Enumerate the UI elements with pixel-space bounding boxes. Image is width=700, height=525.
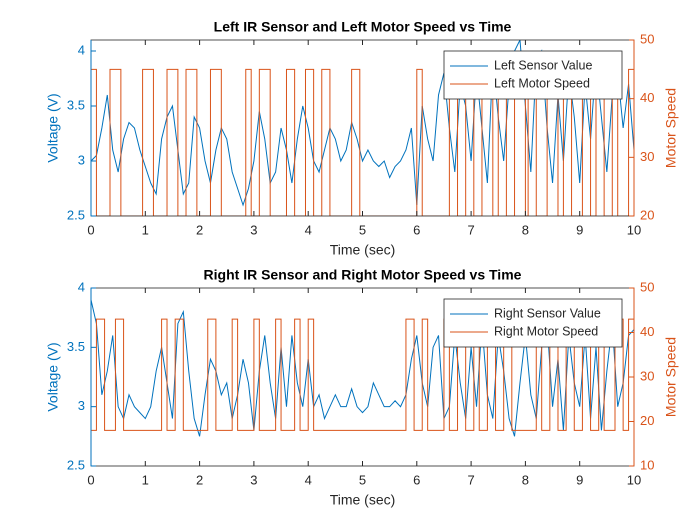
x-tick-label: 2 [196,222,203,237]
y-tick-label: 2.5 [67,207,85,222]
y2-axis-label: Motor Speed [663,88,679,168]
legend-box [443,298,623,348]
y-tick-label: 3.5 [67,97,85,112]
x-tick-label: 7 [467,472,474,487]
x-tick-label: 3 [250,222,257,237]
y2-tick-label: 40 [640,90,654,105]
x-tick-label: 0 [87,472,94,487]
y2-tick-label: 50 [640,31,654,46]
y-axis-label: Voltage (V) [45,342,61,411]
x-tick-label: 7 [467,222,474,237]
x-tick-label: 3 [250,472,257,487]
x-tick-label: 8 [522,222,529,237]
legend-box [443,50,623,100]
x-tick-label: 5 [359,472,366,487]
axes: 0 1 2 3 4 5 6 7 8 9 10 2.5 3 3.5 4 20 30 40 50 Left IR Sens… [45,19,679,258]
legend: Right Sensor Value Right Motor Speed [443,298,623,348]
x-tick-label: 1 [142,472,149,487]
x-tick-label: 4 [305,222,312,237]
x-tick-label: 2 [196,472,203,487]
y2-tick-label: 20 [640,207,654,222]
y-tick-label: 4 [78,42,85,57]
y-tick-label: 4 [78,279,85,294]
x-tick-label: 10 [627,472,641,487]
legend: Left Sensor Value Left Motor Speed [443,50,623,100]
y2-tick-label: 40 [640,324,654,339]
x-axis-label: Time (sec) [330,242,396,258]
x-tick-label: 1 [142,222,149,237]
legend-label: Right Motor Speed [494,324,598,338]
y-axis-label: Voltage (V) [45,93,61,162]
x-tick-label: 9 [576,472,583,487]
x-tick-label: 0 [87,222,94,237]
legend-label: Right Sensor Value [494,306,601,320]
y-tick-label: 2.5 [67,457,85,472]
y-tick-label: 3.5 [67,339,85,354]
x-tick-label: 8 [522,472,529,487]
x-axis-label: Time (sec) [330,492,396,508]
chart-title: Left IR Sensor and Left Motor Speed vs T… [214,19,512,35]
y-tick-label: 3 [78,152,85,167]
x-tick-label: 10 [627,222,641,237]
x-tick-label: 6 [413,472,420,487]
axes: 0 1 2 3 4 5 6 7 8 9 10 2.5 3 3.5 4 10 20 30 40 50 Right IR S… [45,267,679,508]
y-tick-label: 3 [78,398,85,413]
x-tick-label: 9 [576,222,583,237]
y2-tick-label: 50 [640,279,654,294]
x-tick-label: 4 [305,472,312,487]
chart-title: Right IR Sensor and Right Motor Speed vs… [204,267,522,283]
legend-label: Left Motor Speed [494,76,590,90]
x-tick-label: 5 [359,222,366,237]
y2-tick-label: 30 [640,149,654,164]
y2-axis-label: Motor Speed [663,337,679,417]
x-tick-label: 6 [413,222,420,237]
y2-tick-label: 10 [640,457,654,472]
y2-tick-label: 30 [640,368,654,383]
legend-label: Left Sensor Value [494,58,592,72]
y2-tick-label: 20 [640,413,654,428]
